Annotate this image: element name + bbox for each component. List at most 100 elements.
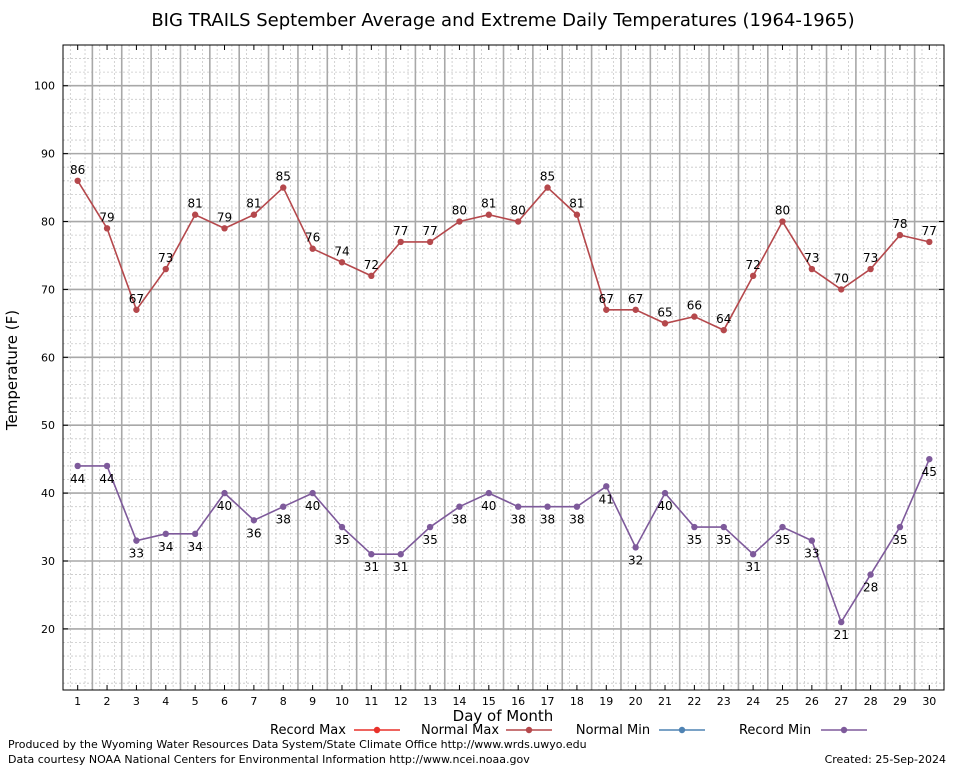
y-tick-label: 20 (41, 623, 55, 636)
x-tick-label: 12 (394, 695, 408, 708)
normal-max-data-label: 66 (687, 299, 702, 313)
record-min-point (397, 551, 404, 558)
legend-marker-normal-min (678, 726, 686, 734)
record-min-data-label: 44 (99, 472, 114, 486)
record-min-point (808, 537, 816, 544)
record-min-point (573, 503, 581, 510)
normal-max-point (368, 272, 375, 280)
normal-max-point (632, 306, 639, 313)
legend-label-normal-max: Normal Max (421, 723, 499, 738)
normal-max-data-label: 81 (569, 197, 584, 211)
normal-max-line (77, 180, 930, 332)
y-tick-label: 60 (41, 351, 55, 364)
y-tick-label: 40 (41, 487, 55, 500)
record-min-data-label: 21 (834, 628, 849, 642)
normal-max-point (338, 259, 346, 266)
normal-max-data-label: 73 (158, 251, 173, 265)
record-min-data-label: 38 (276, 513, 291, 527)
record-min-data-label: 35 (716, 533, 731, 547)
record-min-point (309, 489, 316, 497)
normal-max-point (456, 218, 463, 225)
normal-max-data-label: 72 (364, 258, 379, 272)
record-min-data-label: 40 (305, 499, 320, 513)
normal-max-data-label: 80 (452, 204, 467, 218)
record-min-data-label: 38 (540, 513, 555, 527)
x-tick-label: 13 (423, 695, 437, 708)
record-min-data-label: 45 (922, 465, 937, 479)
normal-max-point (221, 225, 228, 232)
x-tick-label: 2 (104, 695, 111, 708)
record-min-data-label: 31 (364, 560, 379, 574)
record-min-data-label: 35 (775, 533, 790, 547)
normal-max-point (603, 306, 610, 313)
record-min-point (896, 523, 904, 531)
normal-max-point (485, 211, 493, 218)
record-min-data-label: 32 (628, 553, 643, 567)
x-tick-label: 7 (250, 695, 257, 708)
x-tick-label: 10 (335, 695, 349, 708)
normal-max-data-label: 77 (422, 224, 437, 238)
record-min-data-label: 33 (804, 547, 819, 561)
normal-max-point (896, 231, 904, 239)
normal-max-point (309, 245, 316, 252)
footer-produced: Produced by the Wyoming Water Resources … (8, 738, 587, 751)
normal-max-data-label: 72 (745, 258, 760, 272)
x-axis-label: Day of Month (453, 707, 554, 725)
record-min-data-label: 44 (70, 472, 85, 486)
record-min-point (514, 503, 522, 510)
record-min-data-label: 40 (481, 499, 496, 513)
record-min-data-label: 28 (863, 581, 878, 595)
normal-max-point (749, 272, 757, 280)
x-tick-label: 18 (570, 695, 584, 708)
x-tick-label: 27 (834, 695, 848, 708)
record-min-data-label: 34 (188, 540, 203, 554)
normal-max-data-label: 74 (334, 244, 349, 258)
record-min-point (544, 503, 551, 510)
normal-max-data-label: 80 (511, 204, 526, 218)
normal-max-data-label: 80 (775, 204, 790, 218)
record-min-data-label: 35 (422, 533, 437, 547)
record-min-point (162, 530, 169, 538)
record-min-data-label: 41 (599, 492, 614, 506)
record-min-data-label: 35 (334, 533, 349, 547)
normal-max-point (162, 265, 169, 273)
y-tick-label: 70 (41, 283, 55, 296)
record-min-data-label: 35 (687, 533, 702, 547)
record-min-data-label: 35 (892, 533, 907, 547)
x-tick-label: 1 (74, 695, 81, 708)
record-min-line (77, 458, 931, 624)
normal-max-data-label: 76 (305, 231, 320, 245)
legend-marker-normal-max (525, 726, 533, 734)
record-min-data-label: 33 (129, 547, 144, 561)
record-min-point (250, 517, 258, 524)
record-min-point (456, 503, 463, 510)
record-min-data-label: 34 (158, 540, 173, 554)
x-tick-label: 3 (133, 695, 140, 708)
normal-max-data-label: 86 (70, 163, 85, 177)
normal-max-data-label: 67 (599, 292, 614, 306)
normal-max-point (838, 286, 845, 293)
record-min-point (867, 571, 874, 578)
normal-max-point (74, 177, 81, 184)
normal-max-point (426, 238, 434, 246)
normal-max-point (133, 306, 140, 313)
normal-max-data-label: 81 (246, 197, 261, 211)
record-min-point (221, 489, 228, 497)
normal-max-data-label: 81 (481, 197, 496, 211)
x-tick-label: 23 (717, 695, 731, 708)
x-tick-label: 26 (805, 695, 819, 708)
y-tick-label: 90 (41, 148, 55, 161)
normal-max-data-label: 85 (540, 170, 555, 184)
normal-max-point (867, 265, 874, 273)
record-min-point (720, 523, 727, 531)
grid-layer (63, 44, 944, 690)
normal-max-point (779, 218, 786, 225)
normal-max-data-label: 73 (863, 251, 878, 265)
record-min-point (779, 523, 786, 531)
x-tick-label: 9 (309, 695, 316, 708)
normal-max-data-label: 78 (892, 217, 907, 231)
normal-max-data-label: 65 (657, 305, 672, 319)
